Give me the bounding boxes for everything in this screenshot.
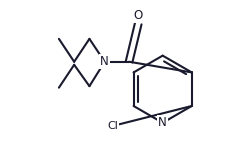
Text: N: N — [158, 116, 167, 129]
Text: Cl: Cl — [108, 121, 119, 131]
Text: O: O — [134, 9, 143, 22]
Text: N: N — [100, 55, 109, 68]
